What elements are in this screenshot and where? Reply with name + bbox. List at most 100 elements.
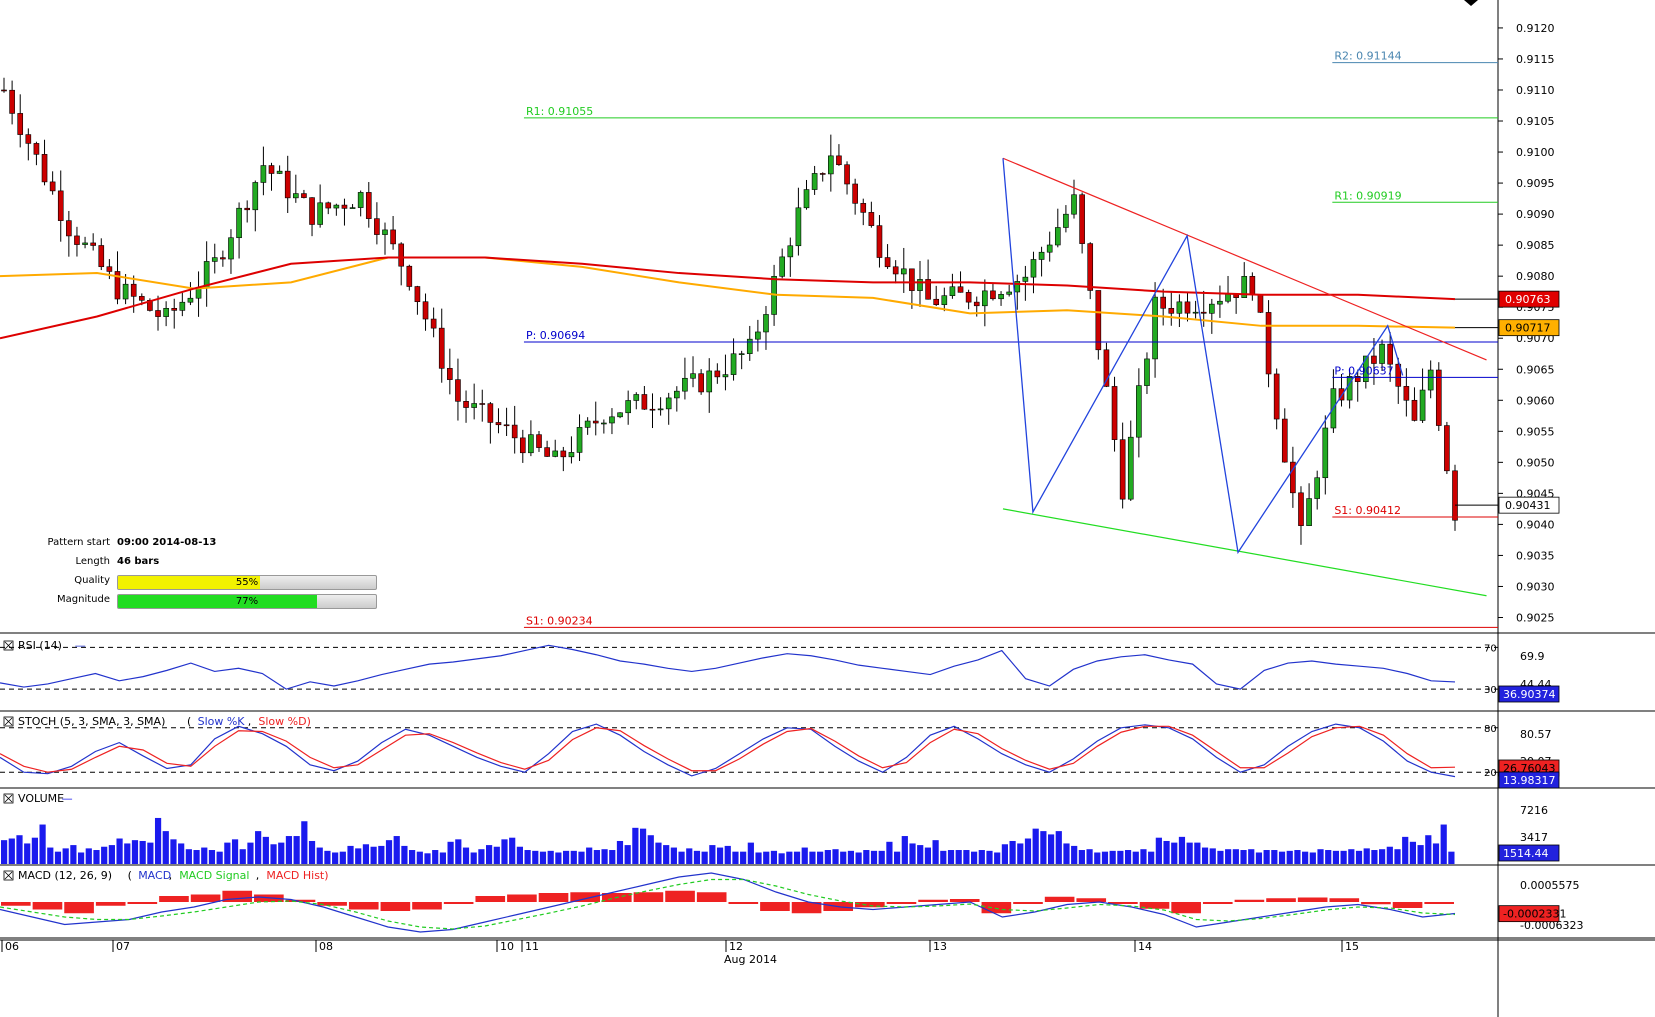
time-tick-label: 11 [525, 940, 539, 953]
macd-hist-bar [1361, 902, 1391, 905]
candle-down [57, 190, 64, 221]
stoch-title: Slow %D) [258, 715, 310, 728]
candle-up [763, 314, 769, 333]
candle-up [179, 301, 186, 311]
volume-bar [31, 837, 38, 864]
candle-up [1152, 296, 1158, 360]
volume-bar [1032, 828, 1039, 864]
volume-bar [832, 849, 839, 864]
pattern-length-label: Length [75, 556, 111, 567]
volume-bar [716, 847, 724, 864]
candle-down [844, 164, 850, 185]
volume-bar [1094, 852, 1101, 864]
macd-hist-bar [1139, 902, 1170, 909]
stoch-title: ( [187, 715, 191, 728]
volume-bar [247, 842, 254, 864]
macd-hist-bar [1108, 902, 1138, 904]
candle-down [1395, 363, 1402, 387]
stoch-level-high-label: 80 [1484, 724, 1497, 735]
volume-bar [185, 849, 192, 864]
candle-down [519, 437, 526, 454]
candle-down [511, 424, 518, 439]
volume-bar [1148, 851, 1155, 864]
candle-up [617, 412, 623, 418]
price-tick-label: 0.9035 [1516, 549, 1555, 562]
magnitude-bar: 77% [117, 594, 377, 609]
volume-bar [763, 851, 770, 864]
candle-down [49, 181, 56, 192]
volume-bar [255, 831, 262, 864]
candle-up [1192, 311, 1199, 314]
candle-up [657, 408, 664, 411]
volume-bar [509, 837, 516, 864]
rsi-title: — [75, 639, 86, 652]
candle-up [1136, 385, 1142, 438]
volume-bar [24, 843, 31, 864]
candle-up [333, 204, 340, 209]
volume-bar [601, 849, 608, 864]
candle-down [301, 193, 307, 198]
macd-hist-bar [570, 892, 600, 902]
volume-bar [455, 839, 462, 864]
pivot-label: P: 0.90637 [1334, 364, 1393, 377]
price-marker-label: 0.90431 [1505, 499, 1551, 512]
volume-bar [54, 851, 62, 864]
rsi-level-low-label: 30 [1484, 685, 1497, 696]
quality-value: 55% [235, 577, 259, 588]
month-label: Aug 2014 [724, 953, 777, 966]
candle-up [552, 450, 559, 457]
candle-down [1273, 373, 1280, 420]
volume-bar [1371, 850, 1378, 864]
candle-down [74, 235, 80, 245]
candle-down [1371, 355, 1377, 364]
candle-up [1209, 303, 1215, 314]
pattern-length-row: Length 46 bars [20, 554, 360, 573]
volume-bar [655, 842, 662, 864]
candle-down [884, 257, 891, 268]
candle-down [925, 279, 931, 300]
volume-bar [1286, 850, 1293, 864]
candle-down [819, 173, 826, 175]
candle-down [868, 212, 875, 226]
candle-down [698, 373, 704, 393]
volume-bar [1024, 838, 1032, 864]
macd-hist-bar [1202, 902, 1233, 904]
volume-bar [1178, 836, 1186, 864]
candle-up [795, 207, 802, 247]
candle-down [1257, 294, 1264, 313]
volume-bar [947, 850, 955, 864]
candle-up [293, 193, 299, 199]
volume-bar [609, 850, 616, 864]
volume-bar [16, 835, 23, 864]
candle-up [1363, 355, 1369, 382]
volume-bar [193, 850, 200, 864]
price-marker [1498, 319, 1560, 337]
pattern-quality-row: Quality 55% [20, 573, 377, 592]
macd-hist-bar [32, 902, 63, 910]
volume-bar [555, 852, 562, 864]
volume-bar [1101, 851, 1109, 864]
volume-bar [986, 850, 993, 864]
volume-value-box-label: 1514.44 [1503, 847, 1549, 860]
candle-down [909, 268, 915, 291]
candle-up [163, 308, 169, 317]
volume-bar [586, 847, 593, 864]
volume-bar [1225, 849, 1232, 864]
candle-up [690, 373, 696, 379]
candle-up [949, 286, 956, 296]
price-tick-label: 0.9040 [1516, 518, 1555, 531]
macd-hist-bar [1, 902, 31, 906]
macd-hist-bar [1234, 899, 1265, 902]
channel-line-support [1002, 508, 1487, 597]
volume-bar [1409, 841, 1417, 864]
volume-bar [616, 840, 624, 864]
rsi-axis-label: 69.9 [1520, 650, 1545, 663]
volume-bar [131, 840, 139, 864]
candle-up [601, 422, 607, 425]
candle-down [933, 298, 940, 305]
volume-bar [747, 842, 754, 864]
candle-down [990, 290, 996, 300]
macd-hist-bar [1297, 897, 1328, 902]
volume-bar [116, 838, 123, 864]
macd-hist-bar [981, 902, 1012, 914]
